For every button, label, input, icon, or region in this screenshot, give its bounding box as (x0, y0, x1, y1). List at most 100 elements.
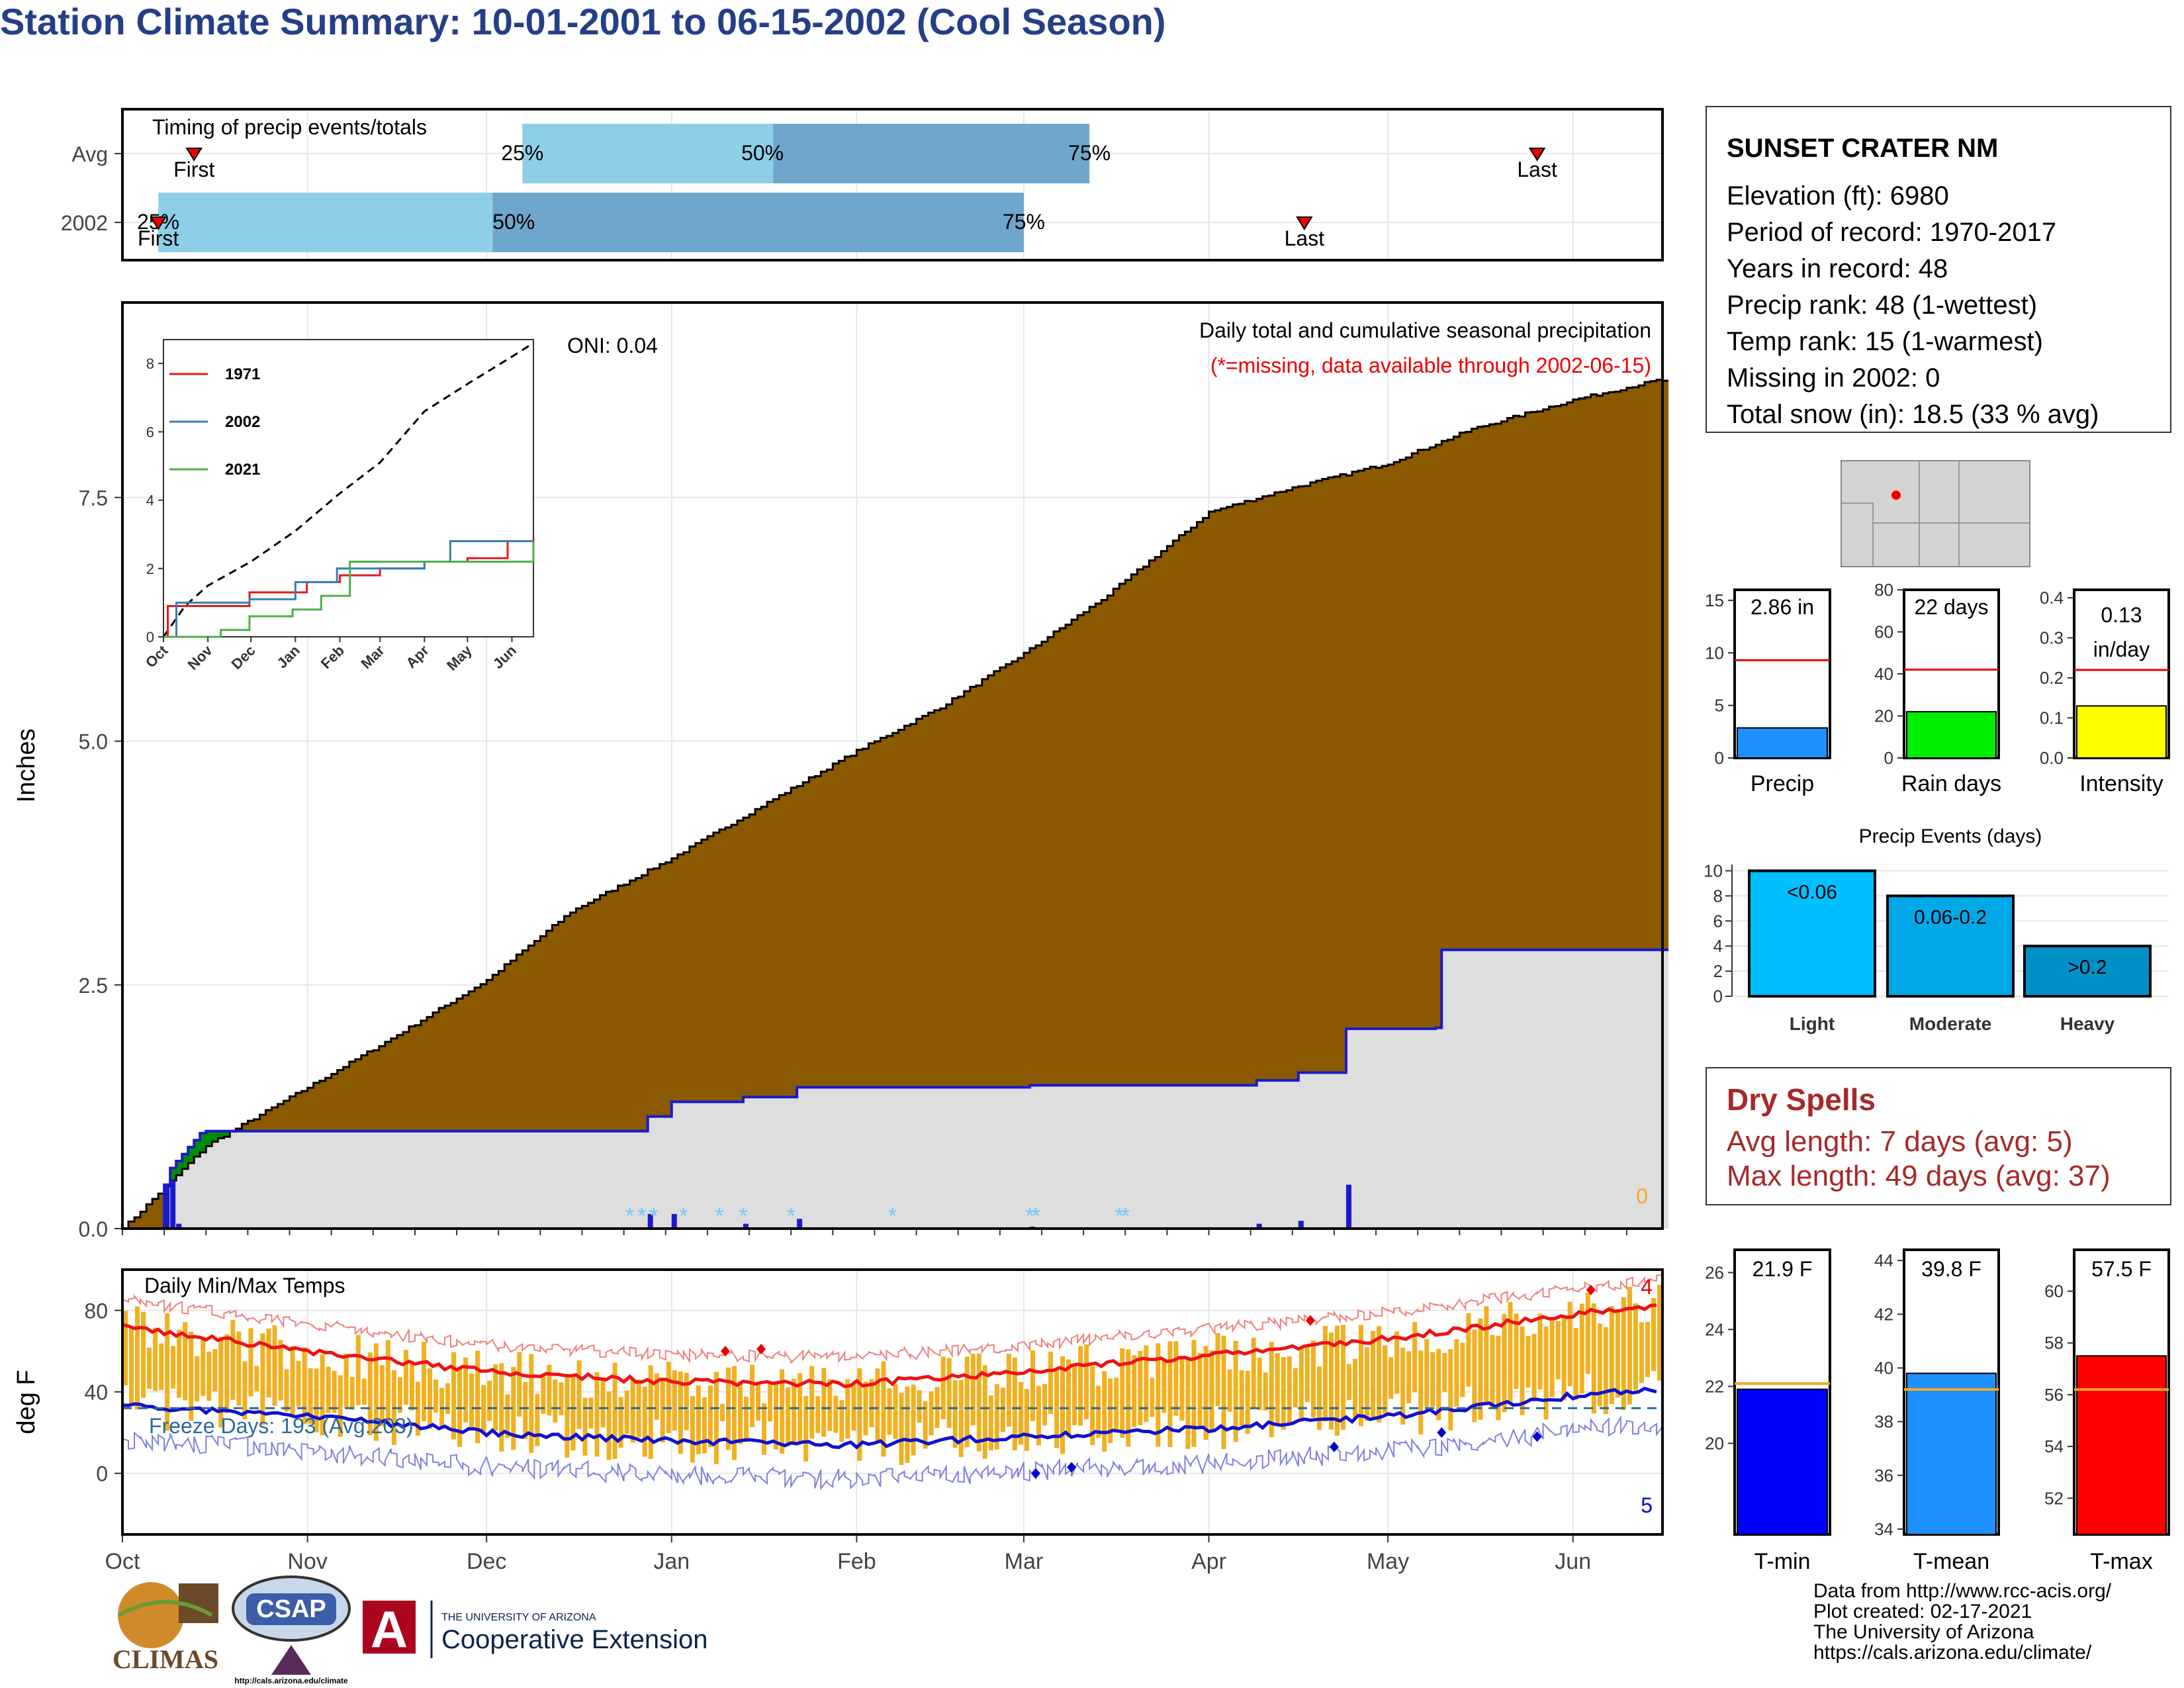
csap-mountain-icon (271, 1645, 311, 1675)
daily-temp-bar (475, 1350, 480, 1444)
daily-temp-bar (1537, 1313, 1543, 1390)
daily-precip-bar (176, 1223, 182, 1229)
timing-bar-50-75 (492, 193, 1024, 252)
mini-bar (1737, 727, 1828, 759)
temp-bar-label: T-mean (1913, 1549, 1989, 1574)
daily-temp-bar (1036, 1385, 1041, 1446)
daily-temp-bar (1448, 1349, 1453, 1430)
events-bar-label: 0.06-0.2 (1914, 906, 1987, 928)
record-low-line (122, 1415, 1663, 1491)
daily-temp-bar (768, 1382, 773, 1422)
daily-temp-bar (911, 1384, 916, 1456)
month-label: Feb (837, 1549, 876, 1574)
daily-precip-bar (1298, 1221, 1304, 1229)
daily-temp-bar (1377, 1326, 1382, 1423)
daily-temp-bar (553, 1379, 558, 1423)
mini-bar-tick-label: 0.1 (2040, 708, 2064, 728)
timing-bar-25-50 (158, 193, 493, 252)
last-marker (1528, 148, 1546, 162)
daily-temp-bar (1490, 1335, 1495, 1409)
events-title: Precip Events (days) (1859, 825, 2042, 847)
mini-bar-tick-label: 15 (1705, 590, 1724, 610)
timing-row-label: Avg (71, 142, 108, 166)
timing-p50-label: 50% (492, 210, 535, 234)
events-bar-label: <0.06 (1787, 881, 1837, 903)
timing-p75-label: 75% (1003, 210, 1045, 234)
daily-temp-bar (821, 1368, 827, 1437)
mini-bar-tick-label: 0.3 (2040, 628, 2064, 648)
daily-temp-bar (1615, 1310, 1620, 1398)
record-low-marker (1532, 1431, 1542, 1442)
csap-url: http://cals.arizona.edu/climate (234, 1676, 348, 1685)
daily-temp-bar (1126, 1349, 1131, 1447)
daily-temp-bar (487, 1380, 492, 1421)
inset-series-1971 (163, 538, 535, 638)
daily-temp-bar (606, 1391, 612, 1460)
daily-temp-bar (1191, 1340, 1197, 1447)
daily-temp-bar (594, 1372, 600, 1457)
daily-temp-bar (1030, 1350, 1035, 1421)
snow-marker: * (787, 1203, 796, 1229)
daily-temp-bar (1328, 1332, 1334, 1430)
daily-temp-bar (230, 1320, 236, 1400)
daily-temp-bar (600, 1378, 606, 1428)
daily-temp-bar (1609, 1305, 1614, 1405)
mini-bar-panels: 2.86 in 0 5 10 15 Precip 22 days 0 20 40 60 80 Rain … (1705, 460, 2170, 796)
precip-deficit-fill (122, 379, 1669, 1229)
daily-temp-bar (1359, 1325, 1364, 1427)
daily-temp-bar (887, 1388, 892, 1435)
daily-temp-bar (1173, 1341, 1179, 1416)
daily-temp-bar (1215, 1333, 1220, 1407)
temp-bar (1737, 1388, 1828, 1535)
precip-events-panel: Precip Events (days) 0 2 4 6 8 10 <0.06 Light 0.0… (1704, 825, 2169, 1034)
daily-temp-bar (929, 1391, 934, 1436)
mini-bar (1906, 711, 1997, 759)
station-line: Total snow (in): 18.5 (33 % avg) (1727, 400, 2099, 429)
daily-temp-bar (1150, 1378, 1155, 1417)
daily-temp-bar (1591, 1303, 1596, 1414)
daily-temp-bar (129, 1327, 134, 1404)
snow-marker: * (1025, 1203, 1034, 1229)
daily-temp-bar (1549, 1317, 1555, 1397)
daily-temp-bar (1502, 1313, 1507, 1413)
daily-temp-bar (964, 1356, 970, 1448)
station-info-box: SUNSET CRATER NM Elevation (ft): 6980 Pe… (1706, 106, 2171, 433)
daily-temp-bar (409, 1361, 414, 1411)
daily-temp-bar (588, 1397, 594, 1429)
timing-p25-label: 25% (501, 141, 543, 165)
daily-temp-bar (1114, 1378, 1119, 1433)
temp-bar-tick-label: 54 (2044, 1436, 2064, 1456)
daily-temp-bar (248, 1328, 253, 1397)
events-ytick-label: 8 (1713, 886, 1723, 906)
credit-line: Data from http://www.rcc-acis.org/ (1813, 1580, 2112, 1602)
daily-temp-bar (1657, 1284, 1662, 1381)
events-ytick-label: 10 (1704, 861, 1723, 880)
snow-marker: * (1121, 1203, 1130, 1229)
daily-temp-bar (576, 1360, 582, 1429)
credit-line: The University of Arizona (1813, 1621, 2034, 1643)
daily-temp-bar (1167, 1341, 1173, 1447)
inset-ytick-label: 4 (146, 492, 154, 509)
daily-temp-bar (786, 1387, 791, 1444)
daily-temp-bar (1543, 1326, 1549, 1420)
snow-marker: * (888, 1203, 897, 1229)
daily-temp-bar (570, 1376, 576, 1451)
mini-bar-tick-label: 80 (1874, 580, 1893, 600)
daily-temp-bar (201, 1336, 206, 1396)
temp-bar-tick-label: 22 (1705, 1376, 1724, 1396)
daily-temp-bar (731, 1366, 737, 1460)
temp-bar-tick-label: 58 (2044, 1333, 2064, 1353)
precip-ytick-label: 5.0 (79, 730, 108, 754)
daily-temp-bar (642, 1386, 647, 1457)
daily-temp-bar (1418, 1350, 1424, 1435)
daily-temp-bar (153, 1327, 158, 1391)
daily-temp-bar (218, 1336, 224, 1428)
daily-temp-bar (1084, 1344, 1089, 1420)
daily-temp-bar (851, 1383, 856, 1431)
timing-title: Timing of precip events/totals (152, 115, 427, 139)
daily-temp-bar (1633, 1303, 1638, 1391)
temp-bar-tick-label: 34 (1874, 1519, 1893, 1539)
daily-temp-bar (1090, 1366, 1095, 1446)
mini-bar-value: 0.13 (2101, 603, 2142, 627)
